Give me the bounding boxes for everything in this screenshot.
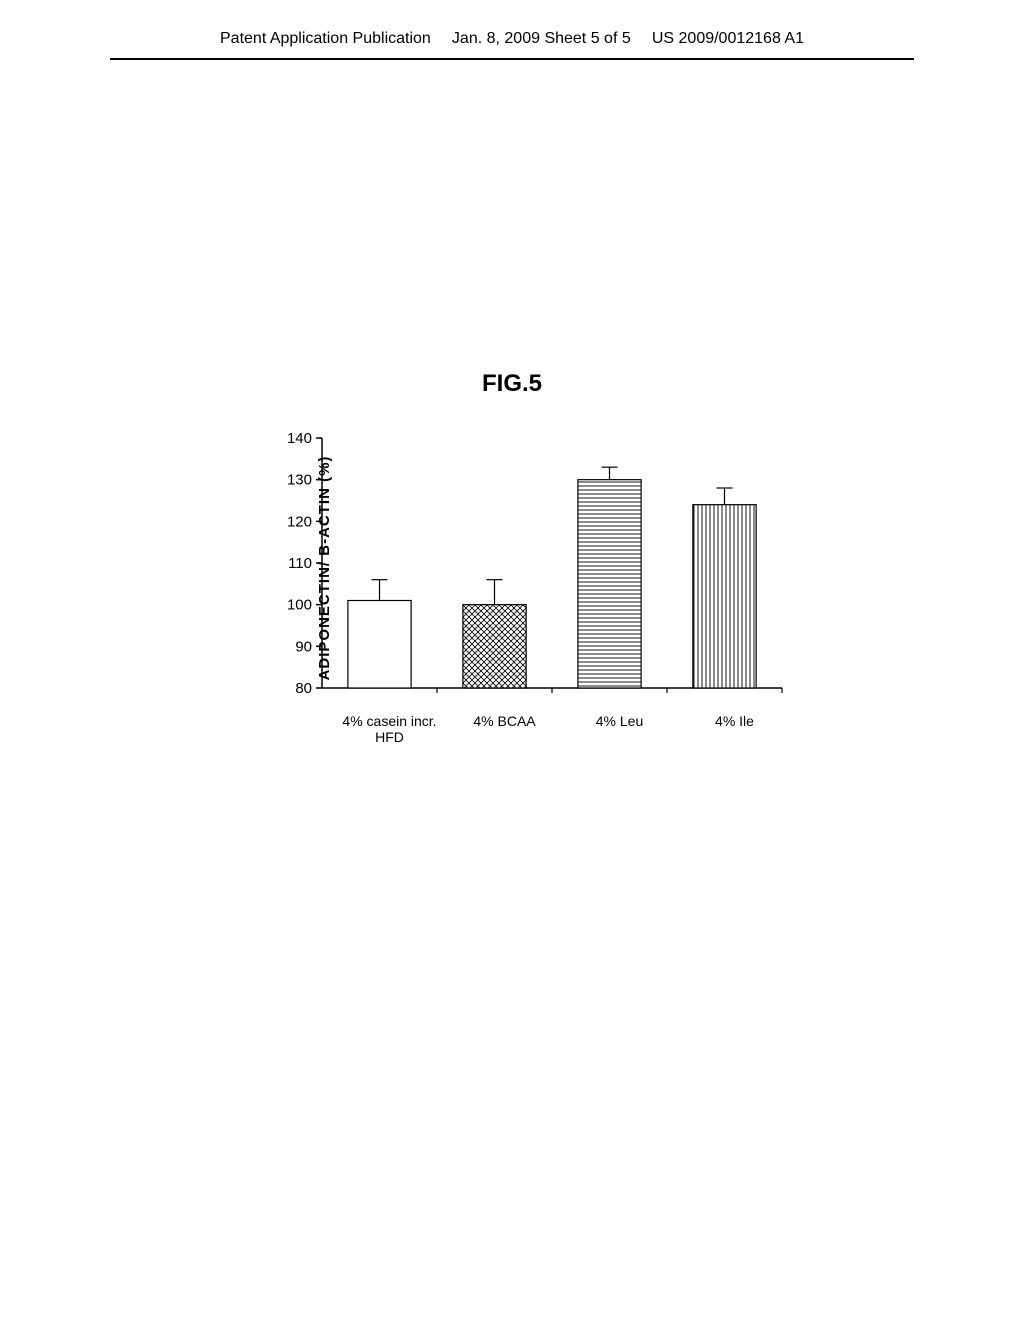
y-axis-label: ADIPONECTIN/ B-ACTIN (%) [316, 456, 333, 681]
svg-text:90: 90 [295, 638, 312, 655]
x-axis-label: 4% Ile [677, 713, 792, 745]
x-axis-label: 4% BCAA [447, 713, 562, 745]
x-axis-labels: 4% casein incr. HFD4% BCAA4% Leu4% Ile [332, 713, 792, 745]
svg-text:110: 110 [288, 555, 312, 572]
svg-text:80: 80 [295, 680, 312, 697]
bar-chart: ADIPONECTIN/ B-ACTIN (%) 80 90 100 110 120 13… [232, 428, 792, 708]
x-axis-label: 4% casein incr. HFD [332, 713, 447, 745]
svg-text:100: 100 [287, 597, 312, 614]
header-left: Patent Application Publication [220, 30, 431, 48]
header-center: Jan. 8, 2009 Sheet 5 of 5 [452, 30, 631, 48]
x-axis-label: 4% Leu [562, 713, 677, 745]
svg-text:120: 120 [287, 513, 312, 530]
page-header: Patent Application Publication Jan. 8, 2… [110, 0, 914, 60]
svg-text:140: 140 [287, 430, 312, 447]
svg-text:130: 130 [287, 472, 312, 489]
figure-title: FIG.5 [0, 370, 1024, 398]
header-right: US 2009/0012168 A1 [652, 30, 804, 48]
